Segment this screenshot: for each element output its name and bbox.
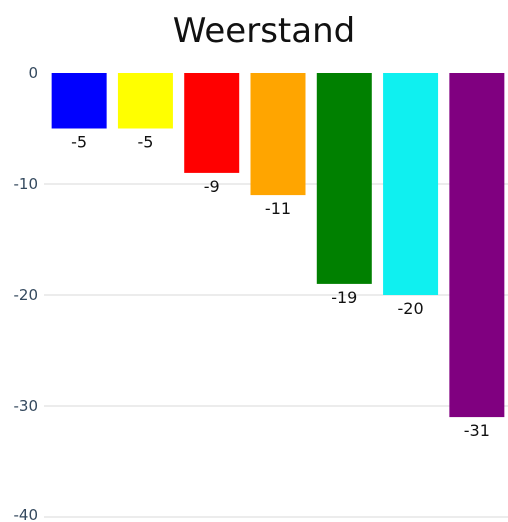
bar bbox=[316, 73, 372, 284]
y-tick-label: -10 bbox=[14, 175, 39, 193]
bar-value-label: -5 bbox=[137, 133, 153, 152]
bar-value-label: -20 bbox=[398, 299, 424, 318]
y-axis-ticks: 0 -10 -20 -30 -40 bbox=[14, 64, 39, 522]
y-tick-label: -30 bbox=[14, 397, 39, 415]
bar bbox=[184, 73, 240, 173]
y-tick-label: -40 bbox=[14, 506, 39, 522]
bar-value-label: -9 bbox=[204, 177, 220, 196]
bar-value-label: -31 bbox=[464, 421, 490, 440]
bars bbox=[51, 73, 505, 418]
gridlines bbox=[44, 183, 508, 518]
bar bbox=[449, 73, 505, 418]
bar bbox=[117, 73, 173, 129]
bar bbox=[383, 73, 439, 295]
bar-value-label: -11 bbox=[265, 199, 291, 218]
bar-value-label: -5 bbox=[71, 133, 87, 152]
bar bbox=[250, 73, 306, 196]
bar-value-label: -19 bbox=[331, 288, 357, 307]
chart-title: Weerstand bbox=[173, 11, 355, 51]
y-tick-label: 0 bbox=[28, 64, 38, 82]
bar bbox=[51, 73, 107, 129]
y-tick-label: -20 bbox=[14, 286, 39, 304]
data-labels: -5 -5 -9 -11 -19 -20 -31 bbox=[71, 133, 490, 441]
